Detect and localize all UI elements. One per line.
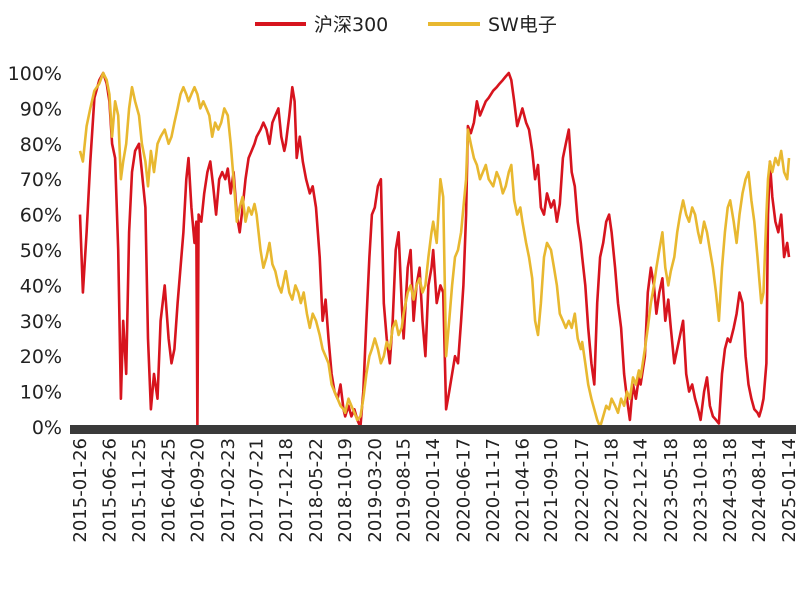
x-tick-label: 2024-08-14 [749,438,770,543]
x-tick-label: 2015-11-25 [129,438,150,543]
y-tick-label: 90% [20,98,62,120]
series-line-csi300 [78,71,791,429]
plot-area [78,71,791,429]
x-tick-label: 2019-08-15 [394,438,415,543]
x-tick-label: 2017-02-23 [218,438,239,543]
x-tick-label: 2018-05-22 [306,438,327,543]
x-tick-label: 2023-05-18 [661,438,682,543]
x-axis: 2015-01-26 2015-06-26 2015-11-25 2016-04-25… [70,438,800,543]
x-tick-label: 2022-07-18 [602,438,623,543]
x-tick-label: 2015-06-26 [99,438,120,543]
x-tick-label: 2020-01-14 [423,438,444,543]
x-tick-label: 2017-07-21 [247,438,268,543]
x-tick-label: 2019-03-20 [365,438,386,543]
y-tick-label: 80% [20,134,62,156]
x-tick-label: 2017-12-18 [276,438,297,543]
y-tick-label: 30% [20,311,62,333]
y-tick-label: 50% [20,240,62,262]
y-tick-label: 70% [20,169,62,191]
y-tick-label: 60% [20,205,62,227]
legend: 沪深300 SW电子 [255,14,557,36]
y-tick-label: 20% [20,346,62,368]
x-tick-label: 2021-09-10 [541,438,562,543]
series-line-sw-electronics [78,71,791,429]
legend-label-sw-electronics: SW电子 [488,14,557,36]
y-tick-label: 0% [32,417,62,439]
x-tick-label: 2024-03-18 [720,438,741,543]
x-tick-label: 2016-04-25 [159,438,180,543]
x-tick-label: 2023-10-18 [691,438,712,543]
y-tick-label: 10% [20,382,62,404]
legend-label-csi300: 沪深300 [314,14,388,36]
x-axis-line [70,425,796,434]
y-axis: 0% 10% 20% 30% 40% 50% 60% 70% 80% 90% 100% [8,63,62,439]
x-tick-label: 2018-10-19 [335,438,356,543]
x-tick-label: 2015-01-26 [70,438,91,543]
y-tick-label: 100% [8,63,62,85]
x-tick-label: 2025-01-14 [779,438,800,543]
y-tick-label: 40% [20,275,62,297]
x-tick-label: 2021-04-16 [512,438,533,543]
x-tick-label: 2022-02-17 [572,438,593,543]
x-tick-label: 2022-12-14 [631,438,652,543]
x-tick-label: 2016-09-20 [187,438,208,543]
x-tick-label: 2020-06-17 [453,438,474,543]
x-tick-label: 2020-11-17 [483,438,504,543]
